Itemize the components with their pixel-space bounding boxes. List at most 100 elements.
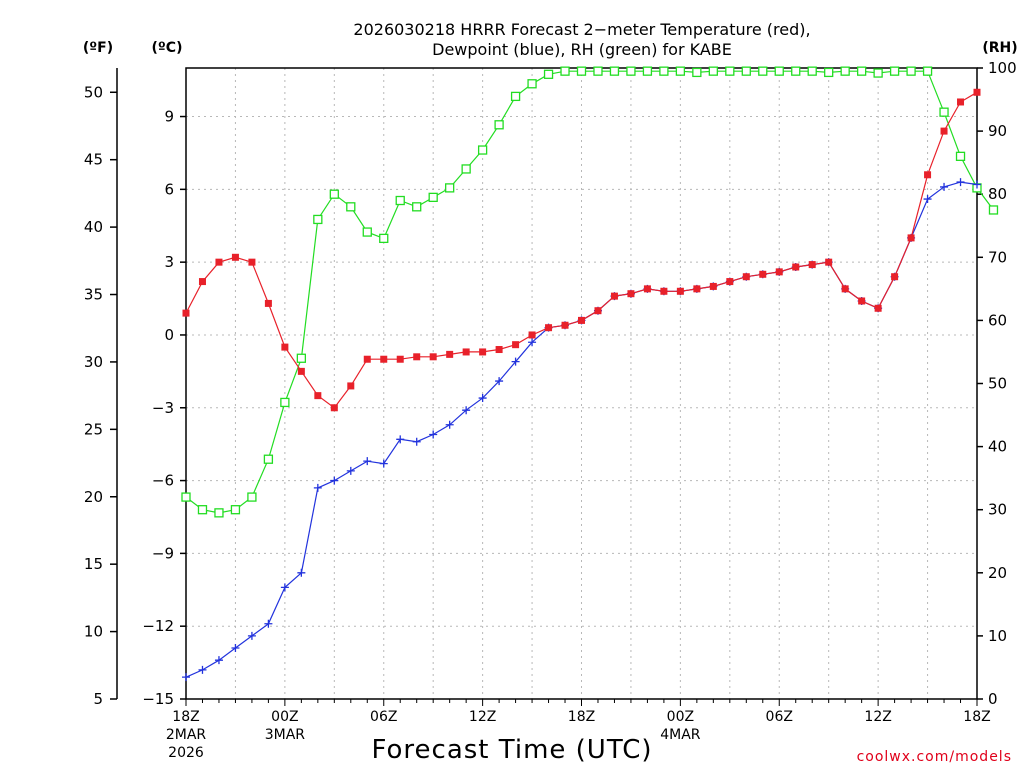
rh-tick-label: 80 (988, 185, 1007, 203)
temperature-point (413, 353, 421, 361)
dewpoint-point (445, 420, 454, 429)
year-tick-label: 2026 (168, 745, 204, 761)
rh-point (477, 145, 488, 155)
rh-point (263, 454, 274, 464)
temperature-point (660, 287, 668, 295)
temperature-point (462, 348, 470, 356)
rh-tick-label: 100 (988, 59, 1017, 77)
gridlines (186, 68, 977, 699)
temperature-point (841, 285, 849, 293)
rh-point (230, 505, 241, 515)
dewpoint-point (396, 435, 405, 444)
temperature-point (215, 258, 223, 266)
date-tick-label: 2MAR (166, 727, 207, 743)
rh-point (445, 183, 455, 193)
rh-point (824, 67, 834, 78)
rh-point (412, 202, 422, 212)
temperature-point (297, 367, 305, 375)
rh-tick-label: 10 (988, 627, 1007, 645)
temperature-point (676, 287, 684, 295)
temperature-point (429, 353, 437, 361)
temperature-point (759, 270, 767, 278)
rh-point (576, 66, 587, 76)
time-tick-label: 12Z (864, 709, 891, 725)
rh-point (807, 66, 817, 76)
celsius-tick-label: 9 (164, 108, 174, 126)
temperature-point (726, 278, 734, 286)
celsius-tick-label: −6 (152, 472, 174, 490)
rh-tick-label: 0 (988, 690, 998, 708)
temperature-point (940, 127, 948, 135)
fahrenheit-tick-label: 45 (84, 151, 103, 169)
celsius-axis-unit: (ºC) (152, 40, 183, 56)
temperature-point (380, 355, 388, 363)
dewpoint-point (346, 466, 355, 475)
temperature-point (792, 263, 800, 271)
rh-point (873, 68, 883, 78)
celsius-tick-label: −12 (142, 617, 174, 635)
rh-point (774, 66, 784, 76)
temperature-point (248, 258, 256, 266)
temperature-point (874, 304, 882, 312)
rh-point (560, 66, 570, 76)
date-tick-label: 3MAR (265, 727, 306, 743)
temperature-point (446, 350, 454, 358)
temperature-point (347, 382, 355, 390)
fahrenheit-axis-unit: (ºF) (83, 40, 113, 56)
temperature-point (396, 355, 404, 363)
fahrenheit-tick-label: 35 (84, 286, 103, 304)
celsius-tick-label: −3 (152, 399, 174, 417)
fahrenheit-tick-label: 20 (84, 488, 103, 506)
time-tick-label: 00Z (271, 709, 298, 725)
rh-point (296, 353, 307, 363)
dewpoint-point (247, 631, 256, 640)
dewpoint-point (330, 476, 339, 485)
rh-point (906, 66, 916, 76)
temperature-point (198, 278, 206, 286)
rh-tick-label: 50 (988, 375, 1007, 393)
rh-line (185, 70, 994, 514)
temperature-point (512, 341, 520, 349)
rh-point (626, 66, 636, 76)
celsius-tick-label: 3 (164, 253, 174, 271)
date-tick-label: 4MAR (660, 727, 701, 743)
time-tick-label: 18Z (963, 709, 990, 725)
dewpoint-point (231, 644, 240, 653)
celsius-tick-label: 6 (164, 180, 174, 198)
rh-point (527, 79, 537, 89)
temperature-point (808, 261, 816, 269)
celsius-axis-ticks: 9 6 3 0 −3 −6 −9 −12 −15 (142, 108, 186, 708)
dewpoint-point (429, 430, 438, 439)
temperature-point (264, 299, 272, 307)
rh-point (988, 205, 999, 215)
rh-point (791, 66, 801, 76)
temperature-point (775, 268, 783, 276)
dewpoint-point (956, 178, 965, 187)
site-credit: coolwx.com/models (857, 749, 1012, 765)
rh-series (181, 66, 999, 518)
temperature-point (495, 346, 503, 354)
rh-point (939, 107, 949, 117)
celsius-tick-label: −15 (142, 690, 174, 708)
temperature-point (907, 234, 915, 242)
rh-point (642, 66, 653, 76)
rh-point (708, 66, 718, 76)
fahrenheit-tick-label: 5 (93, 690, 103, 708)
temperature-point (281, 343, 289, 351)
rh-tick-label: 60 (988, 311, 1007, 329)
fahrenheit-tick-label: 15 (84, 555, 103, 573)
dewpoint-point (923, 195, 932, 204)
fahrenheit-axis-ticks: 50 45 40 35 30 25 20 15 10 5 (84, 83, 117, 708)
temperature-point (643, 285, 651, 293)
rh-point (181, 492, 191, 502)
dewpoint-point (297, 568, 306, 577)
dewpoint-point (495, 377, 504, 386)
rh-tick-label: 40 (988, 438, 1007, 456)
rh-point (692, 67, 702, 78)
temperature-point (858, 297, 866, 305)
celsius-tick-label: −9 (152, 544, 174, 562)
rh-point (675, 66, 686, 76)
temperature-point (594, 307, 602, 315)
